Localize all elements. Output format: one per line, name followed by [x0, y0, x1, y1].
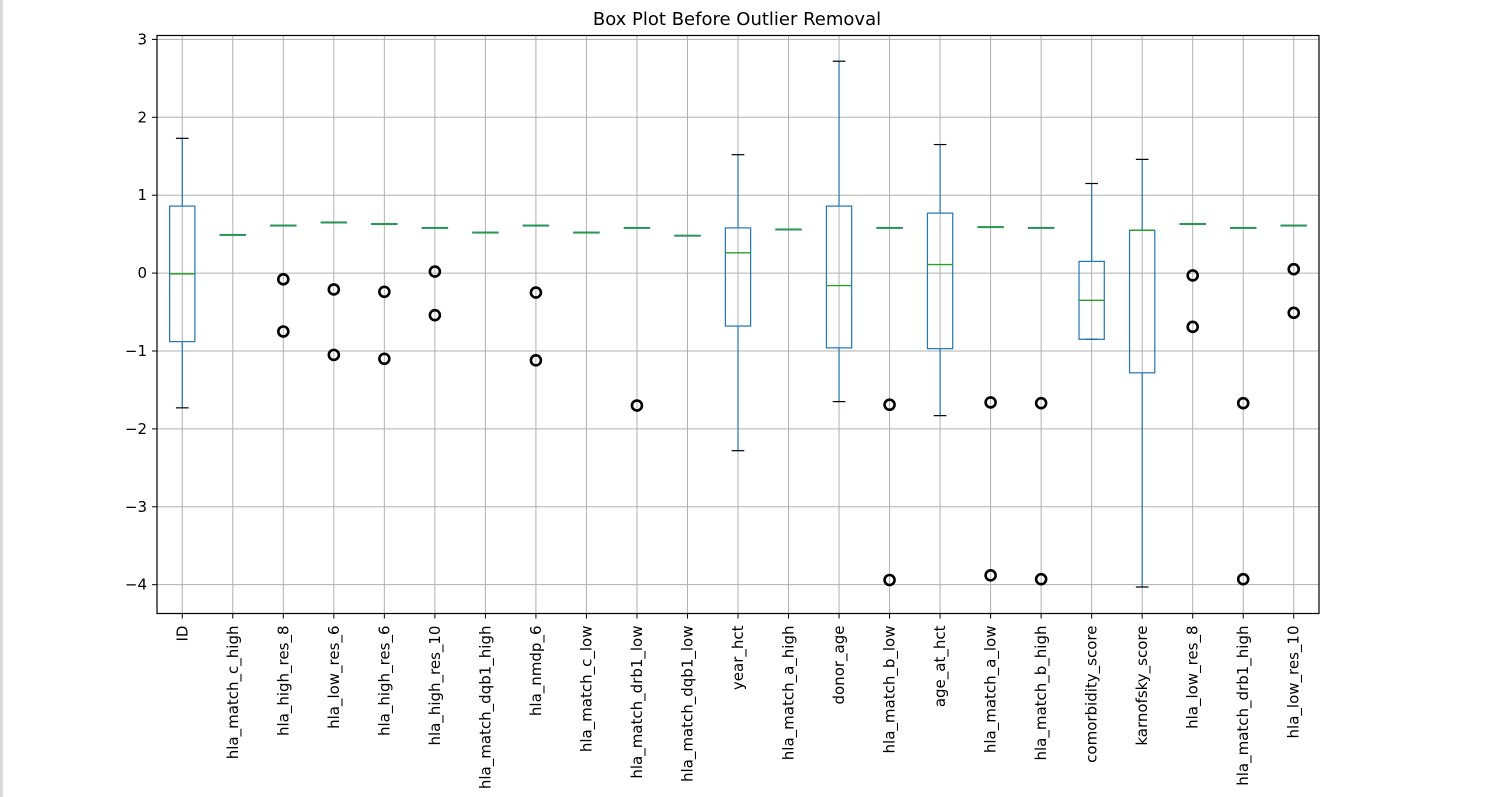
y-tick-label: −4: [125, 576, 147, 594]
y-tick-label: 1: [137, 186, 147, 204]
x-axis: ID hla_match_c_high hla_high_res_8 hla_low_…: [173, 613, 1304, 790]
outlier-point: [1287, 262, 1301, 276]
grid-lines: [157, 35, 1319, 614]
y-tick-label: −3: [125, 498, 147, 516]
x-tick-label: hla_low_res_6: [325, 626, 344, 729]
outlier-point: [378, 352, 391, 366]
x-tick-label: hla_high_res_8: [274, 626, 293, 737]
x-tick-label: hla_high_res_10: [426, 626, 445, 746]
x-tick-label: hla_match_dqb1_high: [476, 626, 495, 790]
x-tick-label: hla_match_a_high: [780, 626, 799, 761]
outlier-point: [327, 283, 341, 296]
y-tick-label: −1: [125, 342, 147, 360]
x-tick-label: hla_match_c_high: [224, 626, 243, 760]
x-tick-label: comorbidity_score: [1083, 626, 1102, 763]
x-tick-label: hla_low_res_10: [1285, 626, 1304, 739]
y-tick-label: 0: [137, 264, 147, 282]
outlier-point: [1236, 572, 1250, 586]
x-tick-label: ID: [173, 626, 191, 642]
x-tick-label: age_at_hct: [931, 625, 950, 707]
x-tick-label: hla_match_b_high: [1032, 626, 1051, 761]
y-tick-label: 2: [137, 108, 147, 126]
x-tick-label: hla_match_dqb1_low: [678, 626, 697, 783]
box-plot-series: [169, 60, 1307, 588]
outlier-point: [1186, 269, 1199, 282]
outlier-point: [277, 325, 290, 338]
outlier-point: [1236, 396, 1250, 410]
y-tick-label: −2: [125, 420, 147, 438]
outlier-point: [1287, 306, 1301, 320]
outlier-point: [1186, 320, 1199, 334]
outlier-point: [883, 573, 896, 587]
outlier-point: [984, 396, 997, 409]
window-left-border: [0, 0, 3, 797]
outlier-point: [1034, 396, 1048, 410]
x-tick-label: hla_low_res_8: [1184, 626, 1203, 729]
x-tick-label: karnofsky_score: [1133, 626, 1152, 746]
outlier-point: [327, 348, 341, 362]
iqr-box: [724, 227, 752, 327]
outlier-point: [630, 399, 644, 412]
x-tick-label: hla_match_c_low: [577, 626, 596, 753]
y-tick-label: 3: [137, 30, 147, 48]
x-tick-label: hla_high_res_6: [375, 626, 394, 737]
outlier-point: [428, 308, 442, 322]
x-tick-label: hla_match_drb1_high: [1234, 626, 1253, 786]
x-tick-label: hla_nmdp_6: [527, 626, 546, 717]
outlier-point: [529, 354, 543, 367]
outlier-point: [883, 398, 896, 412]
y-axis: 3 2 1 0 −1 −2 −3 −4: [125, 30, 157, 594]
iqr-box: [926, 212, 954, 350]
outlier-point: [378, 285, 391, 299]
x-tick-label: donor_age: [830, 626, 849, 705]
chart-title: Box Plot Before Outlier Removal: [593, 9, 881, 30]
outlier-point: [277, 273, 290, 286]
x-tick-label: year_hct: [729, 625, 748, 690]
outlier-point: [984, 569, 997, 582]
outlier-point: [529, 286, 543, 299]
iqr-box: [825, 205, 853, 349]
x-tick-label: hla_match_drb1_low: [628, 626, 647, 779]
outlier-point: [428, 265, 442, 278]
x-tick-label: hla_match_b_low: [881, 626, 900, 754]
x-tick-label: hla_match_a_low: [982, 625, 1001, 753]
outlier-point: [1034, 572, 1048, 586]
